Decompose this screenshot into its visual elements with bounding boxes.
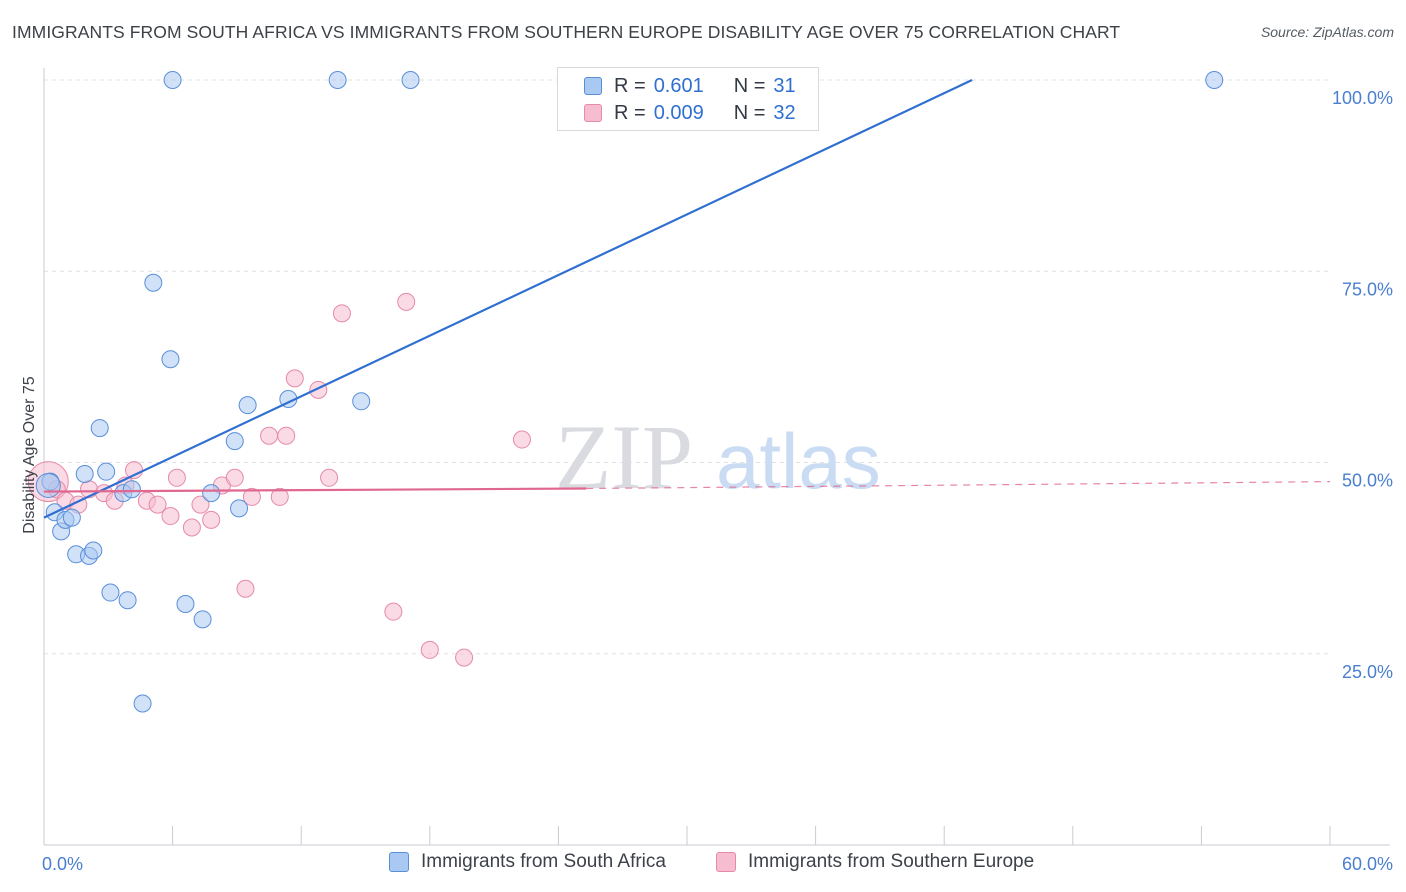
point-south-africa — [144, 273, 163, 292]
point-south-africa — [122, 480, 141, 499]
legend-r-label: R = — [614, 101, 646, 124]
legend-row-south-africa: R = 0.601 N = 31 — [584, 73, 796, 99]
point-southern-europe — [285, 369, 304, 388]
point-south-africa — [225, 432, 244, 451]
point-southern-europe — [260, 426, 279, 445]
point-south-africa — [202, 484, 221, 503]
point-south-africa — [1205, 71, 1224, 89]
point-southern-europe — [512, 430, 531, 449]
tick-labels: 25.0% 50.0% 75.0% 100.0% 0.0% 60.0% — [42, 88, 1393, 874]
legend-swatch-pink — [584, 104, 602, 122]
source-label: Source: ZipAtlas.com — [1260, 24, 1394, 40]
point-south-africa — [163, 71, 182, 89]
legend-swatch-blue — [584, 77, 602, 95]
point-southern-europe — [242, 487, 261, 506]
legend-item-south-africa: Immigrants from South Africa — [389, 851, 666, 873]
point-south-africa — [101, 583, 120, 602]
point-southern-europe — [236, 579, 255, 598]
point-southern-europe — [148, 495, 167, 514]
point-southern-europe — [161, 507, 180, 526]
point-south-africa — [118, 591, 137, 610]
series-south-africa-points — [35, 71, 1224, 713]
point-south-africa — [35, 472, 61, 498]
trendline-southern-europe-extension — [586, 481, 1331, 490]
point-southern-europe — [384, 602, 403, 621]
point-south-africa — [401, 71, 420, 89]
trendline-south-africa — [43, 79, 973, 519]
point-south-africa — [97, 462, 116, 481]
point-south-africa — [328, 71, 347, 89]
legend-row-southern-europe: R = 0.009 N = 32 — [584, 100, 796, 126]
point-southern-europe — [270, 487, 289, 506]
trendlines — [43, 79, 1331, 519]
legend-n-value: 31 — [773, 74, 796, 97]
point-south-africa — [75, 464, 94, 483]
point-southern-europe — [182, 518, 201, 537]
legend-swatch-pink — [716, 852, 736, 872]
legend-n-label: N = — [733, 74, 766, 97]
point-southern-europe — [225, 468, 244, 487]
point-south-africa — [230, 499, 249, 518]
y-tick-label: 100.0% — [1332, 88, 1393, 108]
point-south-africa — [193, 610, 212, 629]
point-south-africa — [90, 419, 109, 438]
grid — [44, 79, 1330, 655]
x-tick-label: 60.0% — [1342, 854, 1393, 874]
legend-n-label: N = — [733, 101, 766, 124]
point-southern-europe — [320, 468, 339, 487]
point-southern-europe — [202, 510, 221, 529]
point-south-africa — [161, 350, 180, 369]
legend-r-value: 0.601 — [653, 74, 704, 97]
point-southern-europe — [191, 495, 210, 514]
point-southern-europe — [397, 292, 416, 311]
point-south-africa — [238, 396, 257, 415]
point-south-africa — [84, 541, 103, 560]
legend-label-south-africa: Immigrants from South Africa — [421, 851, 666, 872]
watermark-atlas: atlas — [716, 417, 881, 505]
legend-r-label: R = — [614, 74, 646, 97]
x-tick-label: 0.0% — [42, 854, 83, 874]
point-southern-europe — [332, 304, 351, 323]
y-axis-label: Disability Age Over 75 — [21, 376, 38, 534]
point-southern-europe — [167, 468, 186, 487]
point-south-africa — [352, 392, 371, 411]
legend-swatch-blue — [389, 852, 409, 872]
trendline-southern-europe — [43, 487, 587, 493]
y-tick-label: 75.0% — [1342, 279, 1393, 299]
y-tick-label: 50.0% — [1342, 471, 1393, 491]
point-south-africa — [176, 595, 195, 614]
point-south-africa — [62, 508, 81, 527]
point-southern-europe — [420, 640, 439, 659]
series-legend: Immigrants from South Africa Immigrants … — [0, 851, 1406, 879]
y-tick-label: 25.0% — [1342, 662, 1393, 682]
chart-title: IMMIGRANTS FROM SOUTH AFRICA VS IMMIGRAN… — [12, 22, 1121, 42]
legend-label-southern-europe: Immigrants from Southern Europe — [748, 851, 1035, 872]
watermark-zip: ZIP — [555, 406, 693, 508]
axes — [43, 68, 1390, 846]
point-southern-europe — [455, 648, 474, 667]
correlation-legend: R = 0.601 N = 31 R = 0.009 N = 32 — [557, 67, 819, 131]
legend-r-value: 0.009 — [653, 101, 704, 124]
legend-item-southern-europe: Immigrants from Southern Europe — [716, 851, 1034, 873]
point-south-africa — [133, 694, 152, 713]
legend-n-value: 32 — [773, 101, 796, 124]
point-southern-europe — [277, 426, 296, 445]
